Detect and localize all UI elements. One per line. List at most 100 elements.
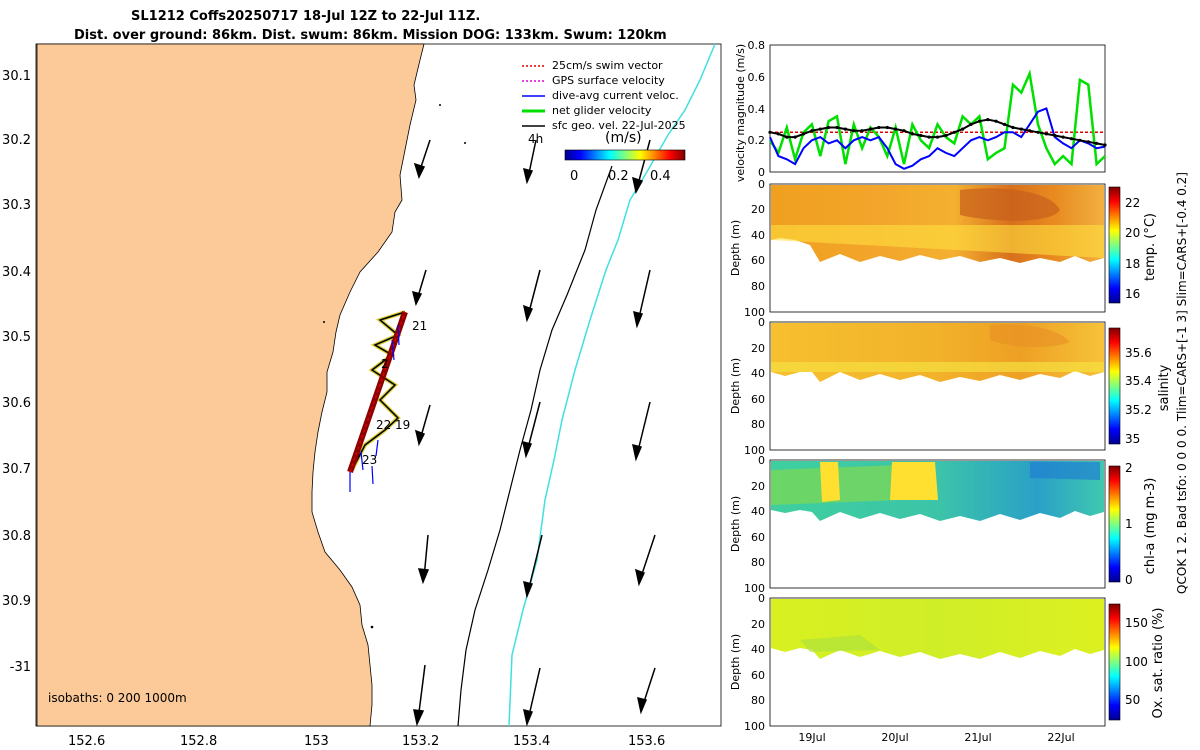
oxygen-clabel: Ox. sat. ratio (%) — [1151, 608, 1166, 719]
day-labels: 21 2 22 19 23 — [362, 319, 427, 467]
side-note: QCOK 1 2. Bad tsfo: 0 0 0 0. Tlim=CARS+[… — [1175, 172, 1189, 594]
colorbar-tick: 35 — [1125, 432, 1140, 446]
colorbar-tick: 0.4 — [650, 169, 671, 184]
sfc-point — [1078, 138, 1082, 142]
sfc-point — [927, 135, 931, 139]
sfc-point — [1028, 129, 1032, 133]
sfc-point — [785, 135, 789, 139]
colorbar-tick: 16 — [1125, 287, 1140, 301]
sfc-point — [810, 129, 814, 133]
y-tick-label: 0.2 — [748, 134, 766, 147]
colorbar-tick: 35.4 — [1125, 374, 1152, 388]
sfc-point — [961, 127, 965, 131]
temperature-clabel: temp. (°C) — [1143, 213, 1158, 281]
sfc-point — [827, 125, 831, 130]
sfc-point — [877, 125, 881, 130]
sfc-point — [919, 133, 923, 138]
y-tick-label: 80 — [751, 280, 765, 293]
legend-swim-vector: 25cm/s swim vector — [522, 59, 663, 72]
day-label: 21 — [412, 319, 427, 333]
legend-label: sfc geo. vel. 22-Jul-2025 — [552, 119, 686, 132]
sfc-point — [969, 122, 973, 126]
x-tick-label: 20Jul — [881, 731, 908, 744]
sfc-point — [852, 129, 856, 133]
sfc-point — [1103, 143, 1107, 147]
legend-label: dive-avg current veloc. — [552, 89, 679, 102]
isobath-200m — [457, 165, 613, 727]
colorbar-tick: 0 — [1125, 573, 1133, 587]
velocity-panel: 0 0.2 0.4 0.6 0.8 velocity magnitude (m/… — [734, 39, 1107, 182]
y-tick-label: 20 — [751, 618, 765, 631]
y-tick-label: 40 — [751, 229, 765, 242]
sfc-point — [885, 125, 889, 130]
salinity-colorbar-ticks: 35 35.2 35.4 35.6 — [1125, 346, 1152, 446]
legend-label: 25cm/s swim vector — [552, 59, 663, 72]
y-tick-label: 20 — [751, 480, 765, 493]
sfc-point — [1019, 127, 1023, 131]
colorbar-tick: 100 — [1125, 655, 1148, 669]
islands — [323, 104, 466, 629]
velocity-ylabel: velocity magnitude (m/s) — [734, 44, 747, 182]
legend-label: net glider velocity — [552, 104, 652, 117]
y-tick-label: 0 — [758, 178, 765, 191]
sfc-point — [952, 130, 956, 134]
time-x-axis: 19Jul 20Jul 21Jul 22Jul — [798, 731, 1074, 744]
x-tick-label: 152.6 — [68, 734, 105, 749]
chlorophyll-clabel: chl-a (mg m-3) — [1143, 478, 1158, 575]
sfc-point — [935, 135, 940, 139]
sfc-point — [868, 127, 873, 131]
y-tick-label: 30.1 — [2, 69, 31, 84]
y-tick-label: 60 — [751, 254, 765, 267]
colorbar-tick: 2 — [1125, 461, 1133, 475]
temperature-colorbar — [1108, 186, 1121, 304]
sfc-point — [860, 129, 864, 133]
y-tick-label: 30.7 — [2, 462, 31, 477]
y-tick-label: 30.3 — [2, 198, 31, 213]
colorbar-tick: 150 — [1125, 616, 1148, 630]
y-tick-label: 0 — [758, 454, 765, 467]
depth-ticks: 0 20 40 60 80 100 — [744, 178, 765, 319]
sfc-point — [902, 129, 906, 133]
depth-ylabel: Depth (m) — [729, 496, 742, 552]
salinity-clabel: salinity — [1157, 364, 1172, 411]
legend-sfc-geo: sfc geo. vel. 22-Jul-2025 — [522, 119, 686, 132]
y-tick-label: 60 — [751, 393, 765, 406]
y-tick-label: 30.9 — [2, 594, 31, 609]
legend-label: GPS surface velocity — [552, 74, 665, 87]
sfc-point — [1061, 135, 1065, 139]
sfc-point — [1069, 137, 1074, 141]
sfc-point — [843, 127, 848, 131]
y-tick-label: 100 — [744, 306, 765, 319]
surface-current-arrows — [411, 139, 656, 727]
y-tick-label: 40 — [751, 643, 765, 656]
colorbar-tick: 1 — [1125, 517, 1133, 531]
sfc-point — [986, 118, 990, 122]
temperature-colorbar-ticks: 16 18 20 22 — [1125, 196, 1140, 301]
velocity-y-axis: 0 0.2 0.4 0.6 0.8 — [748, 39, 766, 179]
y-tick-label: 60 — [751, 531, 765, 544]
speed-colorbar — [564, 149, 686, 161]
glider-track — [347, 310, 408, 492]
sfc-point — [768, 130, 772, 134]
y-tick-label: 30.5 — [2, 330, 31, 345]
y-tick-label: 40 — [751, 367, 765, 380]
land-mass — [36, 43, 425, 727]
sfc-point — [1011, 125, 1015, 130]
y-tick-label: 80 — [751, 694, 765, 707]
y-tick-label: 0 — [758, 592, 765, 605]
x-tick-label: 153.4 — [513, 734, 550, 749]
y-tick-label: 30.6 — [2, 396, 31, 411]
sfc-point — [793, 135, 797, 139]
y-tick-label: 0 — [758, 166, 765, 179]
sfc-point — [1036, 130, 1040, 134]
chlorophyll-panel: 0 1 2 chl-a (mg m-3) 0 20 40 60 80 100 D… — [729, 454, 1158, 595]
legend-net-velocity: net glider velocity — [522, 104, 652, 117]
x-tick-label: 153.6 — [628, 734, 665, 749]
chlorophyll-colorbar-ticks: 0 1 2 — [1125, 461, 1133, 587]
colorbar-tick: 0.2 — [608, 169, 629, 184]
sfc-point — [1086, 140, 1090, 144]
chl-patch — [890, 462, 938, 500]
oxygen-panel: 50 100 150 Ox. sat. ratio (%) 0 20 40 60… — [729, 592, 1166, 744]
map-panel: 21 2 22 19 23 25cm/s swim vector GPS sur… — [2, 43, 722, 749]
day-label: 2 — [381, 357, 389, 371]
